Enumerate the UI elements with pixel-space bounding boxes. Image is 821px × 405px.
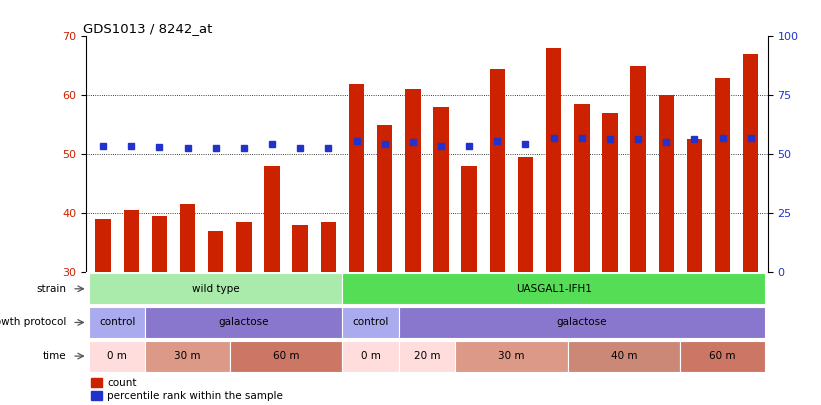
- Text: growth protocol: growth protocol: [0, 318, 67, 327]
- Bar: [208, 231, 223, 272]
- Bar: [631, 66, 646, 272]
- Text: wild type: wild type: [192, 284, 240, 294]
- Bar: [518, 157, 533, 272]
- Bar: [715, 78, 731, 272]
- Text: time: time: [43, 351, 67, 361]
- Bar: [461, 166, 477, 272]
- Bar: [455, 341, 567, 371]
- Text: 60 m: 60 m: [709, 351, 736, 361]
- Text: strain: strain: [36, 284, 67, 294]
- Bar: [342, 341, 399, 371]
- Bar: [681, 341, 765, 371]
- Bar: [405, 90, 420, 272]
- Bar: [567, 341, 681, 371]
- Bar: [180, 204, 195, 272]
- Bar: [145, 341, 230, 371]
- Bar: [743, 54, 759, 272]
- Bar: [342, 307, 399, 338]
- Text: 40 m: 40 m: [611, 351, 637, 361]
- Bar: [236, 222, 251, 272]
- Bar: [89, 341, 145, 371]
- Bar: [321, 222, 336, 272]
- Bar: [89, 307, 145, 338]
- Bar: [489, 69, 505, 272]
- Text: 0 m: 0 m: [108, 351, 127, 361]
- Bar: [658, 95, 674, 272]
- Bar: [377, 125, 392, 272]
- Bar: [603, 113, 617, 272]
- Text: GDS1013 / 8242_at: GDS1013 / 8242_at: [83, 22, 212, 35]
- Bar: [123, 210, 139, 272]
- Text: galactose: galactose: [218, 318, 269, 327]
- Bar: [342, 273, 765, 304]
- Bar: [145, 307, 342, 338]
- Bar: [292, 225, 308, 272]
- Text: galactose: galactose: [557, 318, 607, 327]
- Bar: [152, 216, 167, 272]
- Text: 30 m: 30 m: [498, 351, 525, 361]
- Bar: [349, 83, 365, 272]
- Legend: count, percentile rank within the sample: count, percentile rank within the sample: [91, 378, 283, 401]
- Text: control: control: [99, 318, 135, 327]
- Text: 0 m: 0 m: [360, 351, 381, 361]
- Bar: [433, 107, 449, 272]
- Bar: [95, 219, 111, 272]
- Text: UASGAL1-IFH1: UASGAL1-IFH1: [516, 284, 592, 294]
- Bar: [574, 104, 589, 272]
- Bar: [399, 341, 455, 371]
- Bar: [546, 48, 562, 272]
- Text: 30 m: 30 m: [174, 351, 201, 361]
- Bar: [399, 307, 765, 338]
- Text: 20 m: 20 m: [414, 351, 440, 361]
- Text: control: control: [352, 318, 389, 327]
- Bar: [264, 166, 280, 272]
- Bar: [230, 341, 342, 371]
- Bar: [89, 273, 342, 304]
- Text: 60 m: 60 m: [273, 351, 300, 361]
- Bar: [686, 139, 702, 272]
